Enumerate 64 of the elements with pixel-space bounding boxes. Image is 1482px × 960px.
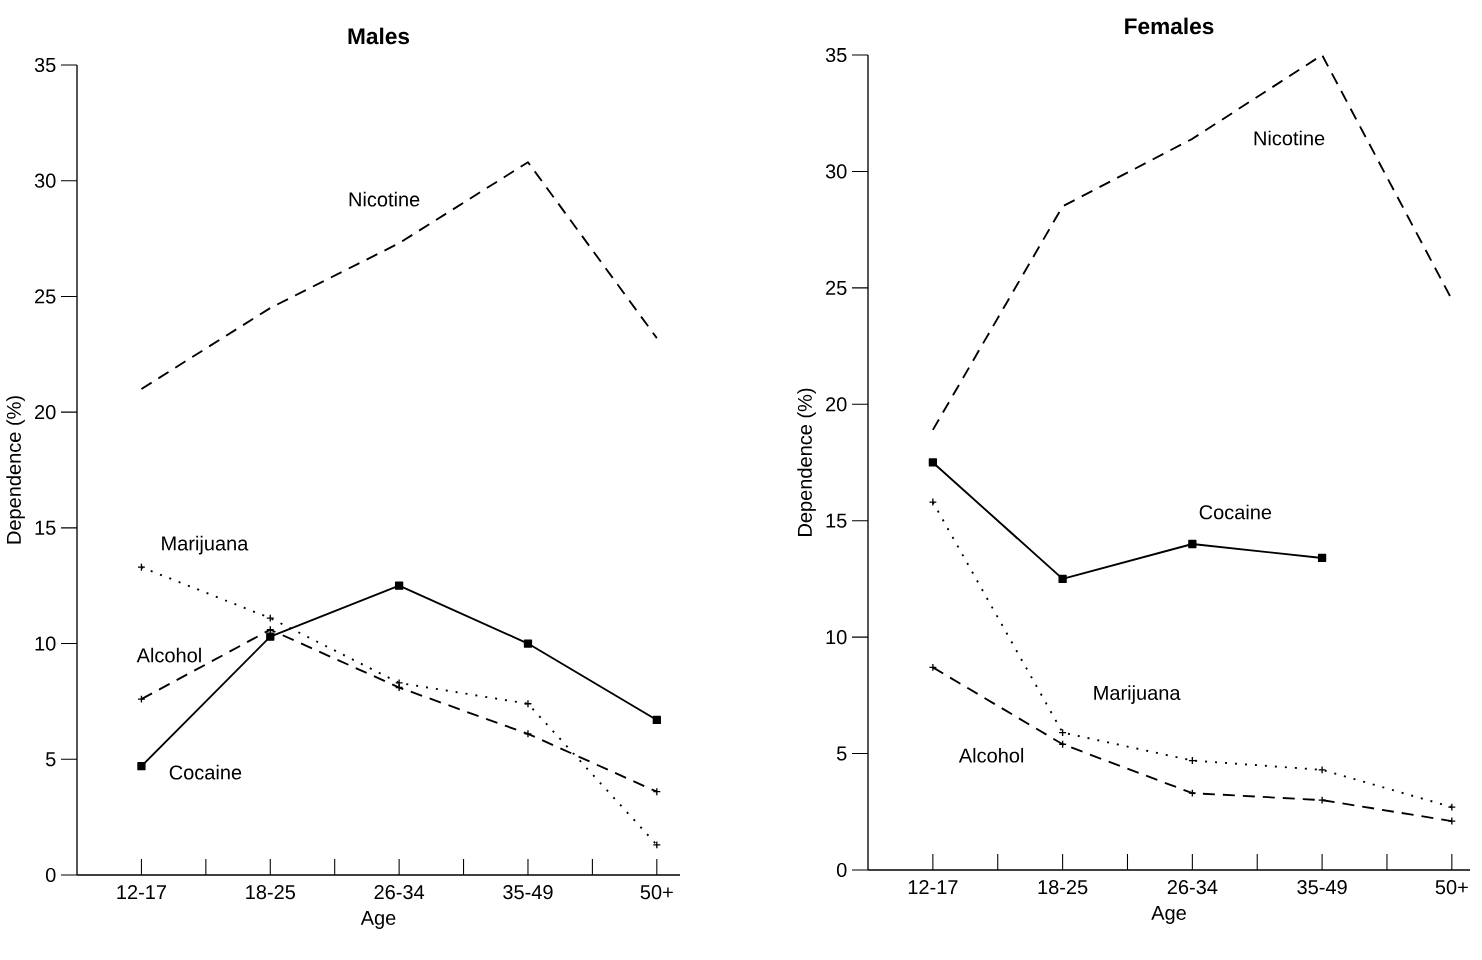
y-tick-label: 0	[45, 867, 56, 883]
point	[266, 632, 275, 641]
series-label: Alcohol	[958, 747, 1024, 763]
y-tick-label: 30	[825, 164, 847, 179]
series-label: Alcohol	[136, 647, 201, 663]
chart-title: Males	[348, 27, 410, 45]
x-tick-label: 18-25	[1038, 880, 1088, 895]
point	[394, 683, 404, 692]
point	[928, 458, 938, 467]
point	[1317, 553, 1327, 563]
point	[523, 639, 533, 648]
y-tick-label: 0	[836, 862, 847, 878]
y-tick-label: 10	[35, 636, 56, 651]
point	[1447, 816, 1456, 826]
series-label: Cocaine	[169, 764, 242, 780]
y-tick-label: 10	[826, 630, 847, 645]
x-tick-label: 26-34	[1167, 880, 1218, 895]
point	[137, 694, 146, 704]
y-tick-label: 5	[836, 746, 847, 761]
series-label: Marijuana	[162, 535, 249, 555]
y-tick-label: 35	[34, 57, 56, 73]
point	[928, 663, 938, 672]
point	[1317, 795, 1327, 805]
y-tick-label: 5	[45, 752, 56, 767]
y-tick-label: 25	[826, 280, 847, 295]
point	[652, 840, 661, 850]
x-axis-title: Age	[360, 911, 396, 929]
y-axis-title: Dependence (%)	[6, 396, 25, 544]
x-tick-label: 12-17	[117, 885, 166, 899]
y-tick-label: 20	[35, 405, 56, 420]
x-tick-label: 50+	[1435, 880, 1468, 895]
line-series	[931, 54, 1453, 431]
point	[523, 729, 533, 738]
y-tick-label: 15	[826, 513, 847, 528]
chart-title: Females	[1125, 17, 1214, 35]
point	[1058, 574, 1067, 584]
point	[394, 581, 404, 590]
point	[1447, 802, 1456, 812]
point	[1317, 765, 1327, 774]
series-label: Nicotine	[349, 191, 420, 207]
series-label: Cocaine	[1199, 504, 1272, 520]
line-series	[140, 161, 658, 390]
x-tick-label: 12-17	[908, 880, 958, 894]
point	[928, 497, 938, 507]
x-tick-label: 18-25	[246, 885, 296, 900]
series-label: Nicotine	[1254, 130, 1325, 146]
point	[1188, 539, 1197, 549]
series-label: Marijuana	[1094, 685, 1181, 704]
point	[137, 762, 146, 771]
x-tick-label: 35-49	[503, 885, 553, 900]
y-tick-label: 20	[826, 397, 847, 412]
x-tick-label: 26-34	[374, 885, 425, 900]
x-tick-label: 50+	[640, 885, 673, 900]
point	[523, 699, 533, 708]
y-tick-label: 35	[825, 47, 847, 63]
y-axis-title: Dependence (%)	[797, 388, 816, 536]
point	[652, 715, 661, 725]
x-tick-label: 35-49	[1297, 880, 1347, 895]
point	[1188, 789, 1197, 798]
point	[266, 613, 275, 623]
y-tick-label: 30	[34, 173, 56, 188]
x-axis-title: Age	[1151, 906, 1186, 924]
y-tick-label: 25	[35, 289, 56, 304]
y-tick-label: 15	[35, 520, 56, 535]
